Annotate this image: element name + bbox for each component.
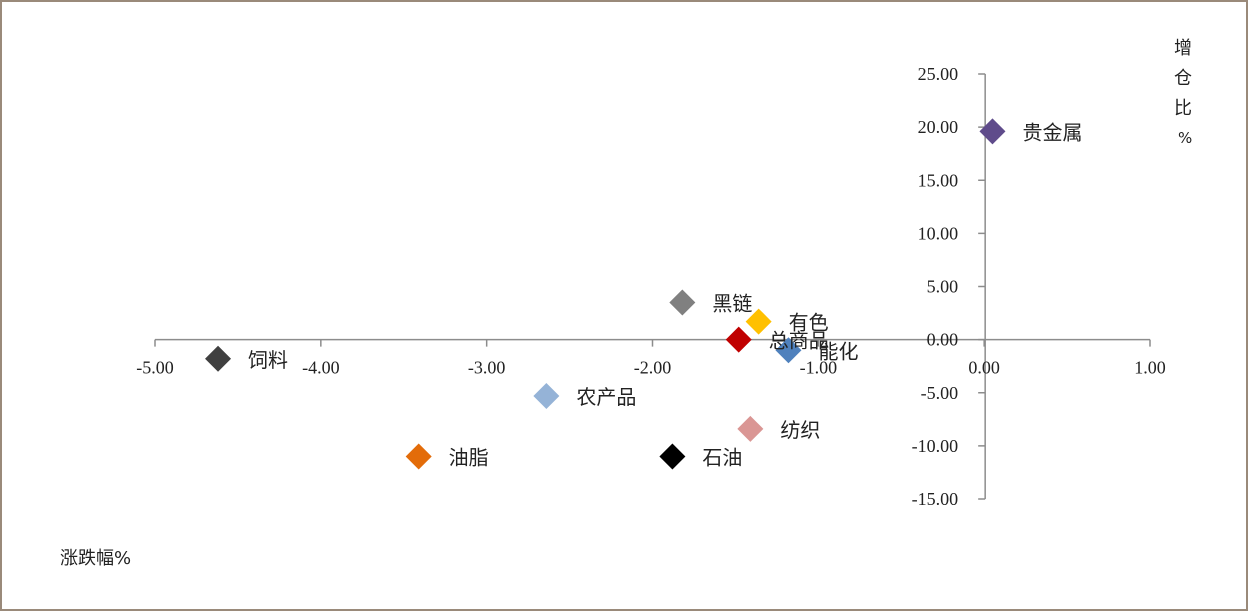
x-tick-label: -2.00 [634,358,672,378]
y-tick-label: -10.00 [912,436,959,456]
y-axis-title-char-2: 仓 [1174,68,1192,89]
data-point-label: 石油 [702,446,742,470]
axes: -5.00 -4.00 -3.00 -2.00 -1.00 0.00 1.00 25.00 20… [136,64,1166,509]
data-point-diamond [405,443,432,470]
data-point-label: 饲料 [248,348,288,372]
data-point-diamond [737,415,764,442]
y-tick-label: 10.00 [918,223,959,243]
data-point-diamond [725,326,752,353]
data-point-diamond [745,308,772,335]
y-axis-title-char-1: 增 [1174,38,1192,59]
data-point-label: 有色 [789,311,829,335]
data-point-diamond [979,118,1006,145]
data-point-label: 油脂 [449,446,489,470]
y-tick-label: -5.00 [921,383,959,403]
data-point-label: 能化 [818,339,858,363]
x-tick-label: 1.00 [1134,358,1166,378]
data-point-diamond [669,289,696,316]
data-point-label: 农产品 [576,385,636,409]
data-points [205,118,1006,470]
y-axis-title-char-4: % [1178,129,1192,147]
y-tick-label: 15.00 [918,170,959,190]
data-point-diamond [775,337,802,364]
y-tick-label: 20.00 [918,117,959,137]
x-axis-title: 涨跌幅% [60,548,131,569]
data-point-label: 总商品 [769,329,829,353]
data-point-diamond [205,345,232,372]
data-point-diamond [533,382,560,409]
y-tick-label: 5.00 [927,277,959,297]
y-tick-label: -15.00 [912,489,959,509]
data-point-label: 纺织 [780,418,820,442]
x-tick-label: -1.00 [800,358,838,378]
x-tick-label: -3.00 [468,358,506,378]
y-tick-label: 0.00 [927,330,959,350]
data-point-label: 黑链 [712,291,752,315]
data-point-label: 贵金属 [1022,120,1082,144]
data-point-diamond [659,443,686,470]
y-axis-title-char-3: 比 [1174,98,1192,119]
x-tick-label: 0.00 [968,358,1000,378]
y-tick-label: 25.00 [918,64,959,84]
x-tick-label: -4.00 [302,358,340,378]
x-tick-label: -5.00 [136,358,174,378]
